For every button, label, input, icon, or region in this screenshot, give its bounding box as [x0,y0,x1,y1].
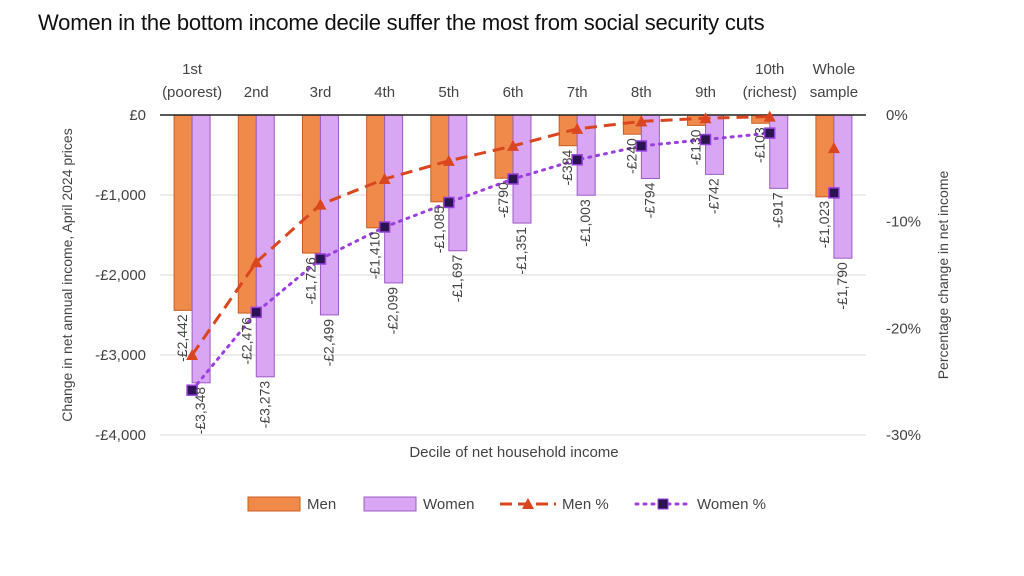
y-tick-label: £0 [129,107,146,124]
women-value-label: -£917 [770,192,786,228]
category-label: 6th [503,84,524,101]
women-bar [769,114,789,189]
men-pct-marker [571,122,584,134]
women-bar [448,114,468,252]
y2-tick-label: -20% [886,320,921,337]
women-bar [191,114,211,384]
category-label: (poorest) [162,84,222,101]
men-pct-marker [635,115,648,127]
men-value-label: -£384 [559,150,575,186]
women-pct-line [190,131,772,392]
men-value-label: -£1,410 [367,232,383,280]
men-bar [815,114,835,198]
women-pct-marker [443,196,455,209]
men-value-label: -£790 [495,182,511,218]
y-tick-label: -£3,000 [95,347,146,364]
women-pct-marker [507,173,519,185]
women-value-label: -£3,348 [192,387,208,435]
women-pct-marker [763,127,776,139]
men-pct-marker [186,349,199,360]
y-tick-label: -£1,000 [95,187,146,204]
category-label: 5th [438,84,459,101]
legend-women-swatch [363,496,417,512]
category-label: 10th [755,61,784,78]
women-value-label: -£1,351 [513,227,529,275]
men-value-label: -£130 [688,129,704,165]
women-pct-marker [314,253,327,265]
men-pct-marker [827,142,840,154]
women-value-label: -£2,499 [320,319,336,367]
x-axis-title: Decile of net household income [409,444,618,461]
category-label: 7th [567,84,588,101]
women-pct-marker [378,221,391,233]
men-pct-marker [763,110,776,122]
women-bar [512,114,532,224]
category-label: 8th [631,84,652,101]
men-pct-marker [442,154,455,166]
men-pct-marker [699,112,712,124]
men-pct-line [190,115,770,356]
category-label: 4th [374,84,395,101]
men-value-label: -£103 [752,127,768,163]
women-pct-marker [571,154,583,166]
men-pct-marker [250,256,263,268]
women-bar [384,114,404,284]
men-pct-marker [507,139,519,151]
women-bar [833,114,853,259]
chart-title: Women in the bottom income decile suffer… [38,10,765,35]
category-label: sample [810,84,858,101]
men-value-label: -£1,023 [816,201,832,249]
men-bar [366,114,386,229]
women-pct-marker [635,140,648,152]
men-value-label: -£2,476 [238,317,254,365]
y-tick-label: -£4,000 [95,427,146,444]
women-value-label: -£3,273 [256,381,272,429]
category-label: 3rd [310,84,332,101]
y-axis-title: Change in net annual income, April 2024 … [59,128,75,421]
category-label: 9th [695,84,716,101]
y2-tick-label: -30% [886,427,921,444]
men-value-label: -£2,442 [174,314,190,362]
category-label: (richest) [743,84,797,101]
men-bar [173,114,193,311]
legend-men-pct-marker [522,498,534,509]
women-bar [319,114,339,316]
women-pct-marker [699,133,712,146]
women-pct-marker [186,384,198,396]
men-value-label: -£1,726 [302,257,318,305]
women-pct-marker [828,187,840,199]
women-value-label: -£742 [706,178,722,214]
legend-men-label: Men [307,496,336,513]
legend-men-pct-label: Men % [562,496,609,513]
men-pct-marker [378,173,391,184]
women-value-label: -£2,099 [385,287,401,335]
category-label: Whole [813,61,856,78]
women-value-label: -£794 [641,182,657,218]
men-value-label: -£1,085 [431,206,447,254]
women-value-label: -£1,697 [449,255,465,303]
men-pct-marker [314,198,327,210]
legend-women-pct-marker [657,498,669,510]
legend-women-label: Women [423,496,474,513]
men-bar [430,114,450,203]
y2-axis-title: Percentage change in net income [935,170,951,379]
y2-tick-label: -10% [886,214,921,231]
y-tick-label: -£2,000 [95,267,146,284]
legend-men-swatch [247,496,301,512]
category-label: 2nd [244,84,269,101]
y2-tick-label: 0% [886,107,908,124]
men-value-label: -£240 [623,138,639,174]
women-bar [255,114,275,378]
men-bar [301,114,321,254]
women-value-label: -£1,790 [834,262,850,310]
women-value-label: -£1,003 [577,199,593,247]
category-label: 1st [182,61,203,78]
women-pct-marker [250,306,263,319]
legend-women-pct-label: Women % [697,496,766,513]
